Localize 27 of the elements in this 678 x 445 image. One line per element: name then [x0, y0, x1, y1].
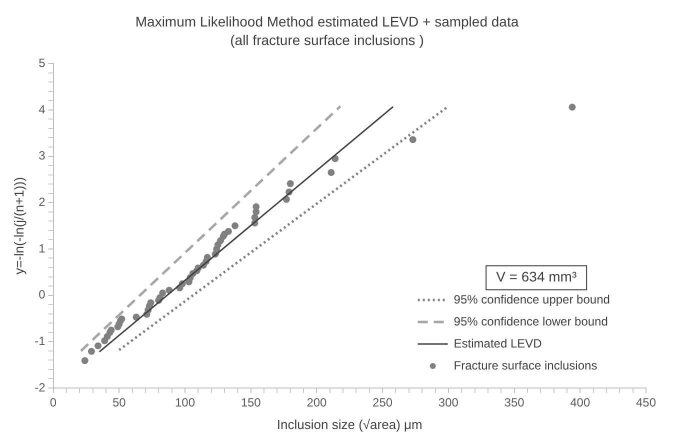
x-tick-label: 350 — [504, 396, 525, 410]
y-tick-label: -1 — [34, 334, 46, 348]
y-tick-label: 5 — [38, 56, 46, 70]
y-tick-label: -2 — [34, 380, 46, 394]
y-tick-label: 3 — [38, 148, 46, 163]
legend-label: 95% confidence lower bound — [454, 314, 608, 328]
legend-label: 95% confidence upper bound — [454, 292, 610, 306]
x-tick-label: 450 — [636, 396, 656, 410]
x-axis-title: Inclusion size (√area) μm — [276, 416, 422, 432]
chart-subtitle: (all fracture surface inclusions ) — [230, 32, 424, 48]
x-tick-label: 50 — [112, 396, 126, 410]
x-tick-label: 150 — [240, 396, 262, 410]
y-tick-label: 4 — [38, 102, 46, 116]
legend-label: Fracture surface inclusions — [454, 358, 598, 372]
annotation: V = 634 mm³ — [496, 268, 577, 285]
legend-label: Estimated LEVD — [454, 336, 542, 350]
y-tick-label: 0 — [38, 288, 46, 302]
x-tick-label: 250 — [372, 396, 393, 410]
x-tick-label: 0 — [50, 396, 57, 410]
x-tick-label: 300 — [438, 396, 459, 410]
x-tick-label: 200 — [306, 396, 328, 410]
x-tick-label: 400 — [570, 396, 590, 410]
chart-title: Maximum Likelihood Method estimated LEVD + sampled data — [135, 13, 519, 30]
y-tick-label: 2 — [38, 194, 46, 209]
y-axis-title: y=-ln(-ln(j/(n+1))) — [11, 177, 26, 275]
x-tick-label: 100 — [174, 396, 196, 410]
y-tick-label: 1 — [38, 241, 46, 256]
